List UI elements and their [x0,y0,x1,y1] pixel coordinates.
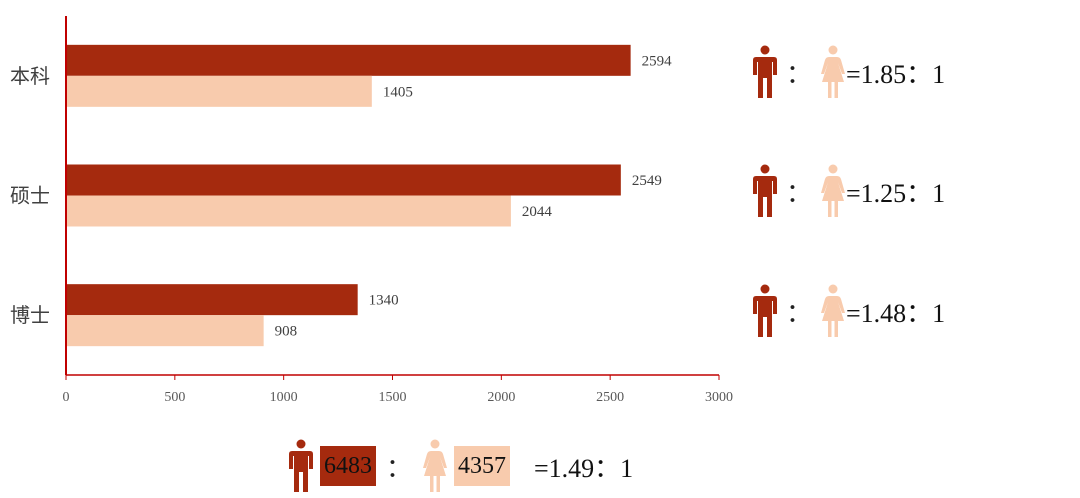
ratio-colon: ： [786,178,813,208]
total-female-count: 4357 [454,446,511,486]
x-tick-label: 0 [63,390,70,405]
category-label: 本科 [10,64,50,88]
x-tick-label: 2500 [596,390,624,405]
female-person-icon [821,164,846,217]
ratio-row-master: ： =1.25：1 [752,163,945,219]
category-label: 硕士 [10,184,50,208]
male-person-icon [753,164,777,217]
bar-female-1 [66,75,372,107]
total-ratio-value: =1.49：1 [534,453,634,483]
total-ratio-row: 6483 ： 4357 =1.49：1 [288,437,633,495]
female-person-icon [821,284,846,337]
total-male-count: 6483 [320,446,376,486]
ratio-row-doctor: ： =1.48：1 [752,283,945,339]
ratio-colon: ： [786,298,813,328]
bar-male-2 [66,164,621,196]
ratio-colon: ： [386,453,413,483]
x-tick-label: 500 [164,390,185,405]
female-person-icon [821,45,846,98]
ratio-value: =1.85：1 [846,59,946,89]
male-person-icon [753,45,777,98]
category-label: 博士 [10,303,50,327]
data-label-female-3: 908 [275,324,298,340]
data-label-male-2: 2549 [632,173,662,189]
bar-female-2 [66,195,511,227]
ratio-value: =1.48：1 [846,298,946,328]
data-label-female-1: 1405 [383,84,413,100]
male-person-icon [753,284,777,337]
bar-chart: 2594 1405 本科 2549 2044 硕士 1340 908 博士 0 500 1000 150… [10,16,733,405]
bar-female-3 [66,315,264,347]
bar-male-3 [66,284,358,316]
x-tick-label: 1000 [270,390,298,405]
data-label-male-3: 1340 [369,293,399,309]
x-tick-label: 1500 [379,390,407,405]
x-tick-label: 3000 [705,390,733,405]
male-person-icon [289,439,313,492]
bar-male-1 [66,44,631,76]
female-person-icon [423,439,448,492]
x-tick-label: 2000 [487,390,515,405]
data-label-male-1: 2594 [642,53,673,69]
ratio-value: =1.25：1 [846,178,946,208]
ratio-row-bachelor: ： =1.85：1 [752,44,945,100]
ratio-colon: ： [786,59,813,89]
data-label-female-2: 2044 [522,204,553,220]
